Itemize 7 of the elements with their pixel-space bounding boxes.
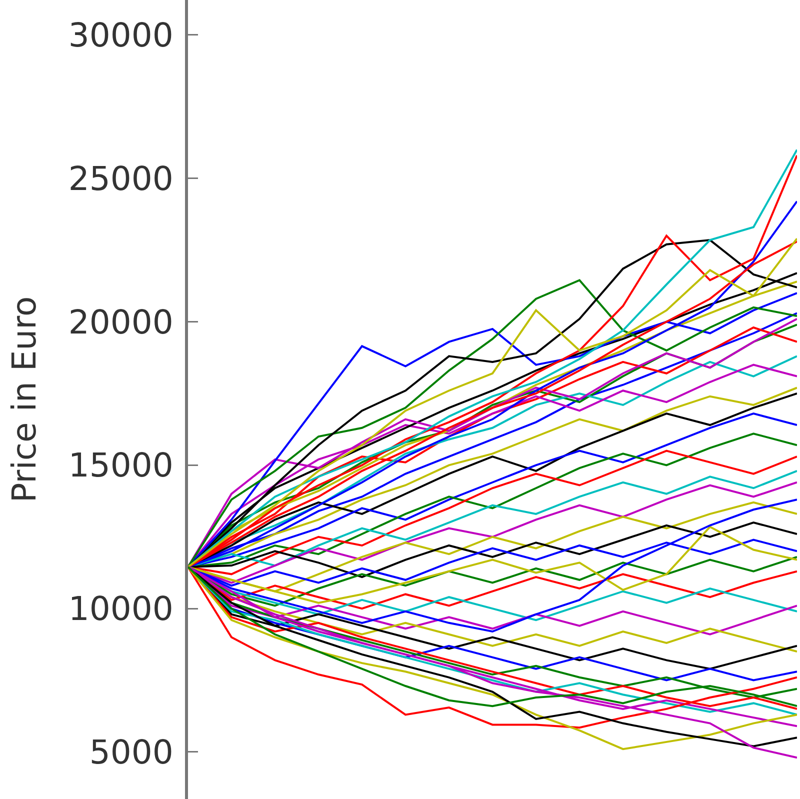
y-tick-label: 15000 [68, 446, 174, 485]
y-tick-label: 30000 [68, 16, 174, 55]
y-tick-label: 10000 [68, 589, 174, 628]
y-tick-label: 25000 [68, 158, 174, 198]
y-axis-title: Price in Euro [4, 296, 44, 503]
y-tick-label: 5000 [89, 732, 174, 772]
y-tick-label: 20000 [68, 302, 174, 342]
